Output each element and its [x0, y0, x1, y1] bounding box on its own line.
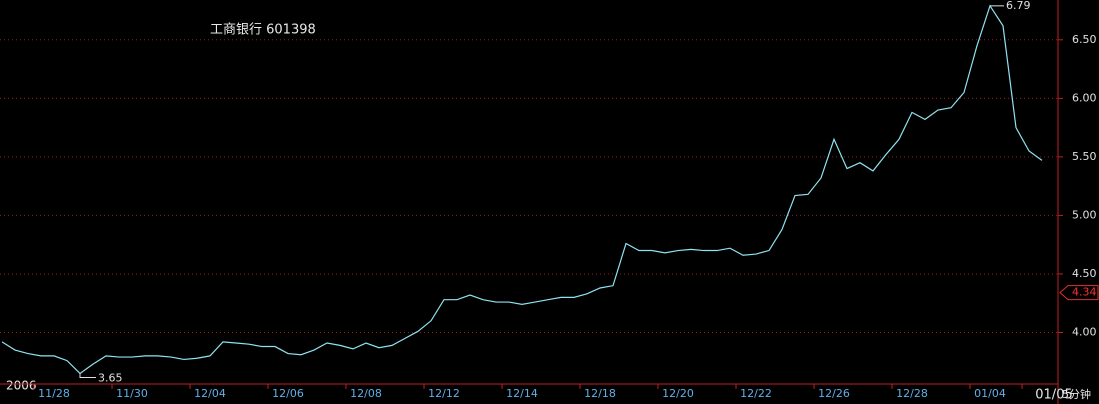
low-leader — [79, 373, 96, 378]
y-tick-label: 4.00 — [1072, 325, 1097, 338]
low-label: 3.65 — [98, 371, 123, 384]
y-tick-label: 5.50 — [1072, 150, 1097, 163]
y-tick-label: 6.00 — [1072, 91, 1097, 104]
x-tick-label: 11/30 — [116, 387, 148, 400]
chart-title: 工商银行 601398 — [210, 23, 316, 38]
year-label: 2006 — [6, 379, 37, 393]
price-line — [1, 4, 1043, 375]
y-tick-label: 4.50 — [1072, 267, 1097, 280]
x-tick-label: 12/08 — [350, 387, 382, 400]
y-tick-label: 6.50 — [1072, 33, 1097, 46]
x-tick-label: 12/20 — [662, 387, 694, 400]
x-tick-label: 12/22 — [740, 387, 772, 400]
x-tick-label: 11/28 — [38, 387, 70, 400]
x-tick-label: 01/05 — [1035, 388, 1072, 403]
price-marker — [1059, 285, 1099, 301]
x-tick-label: 12/04 — [194, 387, 226, 400]
x-tick-label: 12/28 — [896, 387, 928, 400]
x-tick-label: 12/06 — [272, 387, 304, 400]
x-tick-label: 12/18 — [584, 387, 616, 400]
price-marker-label: 4.34 — [1072, 286, 1097, 299]
x-tick-label: 01/04 — [974, 387, 1006, 400]
x-tick-label: 12/14 — [506, 387, 538, 400]
y-tick-label: 5.00 — [1072, 208, 1097, 221]
period-label: 5分钟 — [1062, 387, 1091, 401]
x-tick-label: 12/26 — [818, 387, 850, 400]
x-tick-label: 12/12 — [428, 387, 460, 400]
high-label: 6.79 — [1006, 0, 1031, 12]
